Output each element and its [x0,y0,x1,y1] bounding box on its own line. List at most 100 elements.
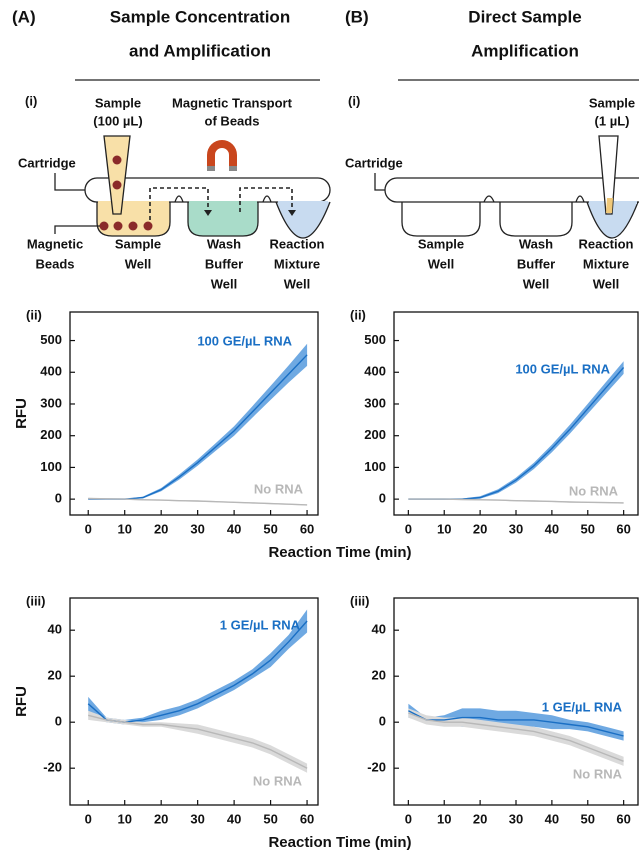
panel-title: Sample Concentration [110,7,290,26]
panel-title: Direct Sample [468,7,581,26]
y-tick-label: 100 [364,459,386,474]
series-label: 100 GE/µL RNA [197,333,292,348]
series-line [408,712,624,762]
panel-title: and Amplification [129,41,271,60]
x-tick-label: 30 [190,811,204,826]
leader [54,173,86,191]
bead [128,221,138,231]
panel-label: (B) [345,7,369,26]
well [586,201,639,239]
well [499,202,573,237]
label: Well [211,276,238,291]
x-tick-label: 10 [437,811,451,826]
plot-frame [393,311,639,516]
transport-path [149,187,293,220]
label: (100 µL) [93,113,142,128]
magnet-pole [229,166,237,171]
cartridge [384,177,639,203]
bead [99,221,109,231]
x-tick-label: 20 [473,811,487,826]
well [187,202,259,237]
x-axis-label: Reaction Time (min) [268,834,411,850]
y-tick-label: 40 [48,622,62,637]
label: Well [523,276,550,291]
bump [174,195,272,203]
diagram-b: (i) Sample (1 µL) Cartridge Sample Well … [345,93,639,291]
panel-label: (A) [12,7,36,26]
label: Magnetic [27,236,83,251]
label: Mixture [274,256,320,271]
label: Buffer [205,256,243,271]
y-tick-label: 300 [364,395,386,410]
y-tick-label: 200 [40,427,62,442]
uncertainty-band [88,343,308,500]
panel-label: (iii) [26,593,46,608]
y-tick-label: -20 [43,760,62,775]
plot-frame [69,597,319,806]
leader [54,225,100,234]
label: Reaction [579,236,634,251]
bead [113,221,123,231]
x-tick-label: 60 [300,811,314,826]
well-top [98,201,169,204]
uncertainty-band [408,361,624,500]
x-tick-label: 10 [117,811,131,826]
x-tick-label: 0 [85,811,92,826]
label: Sample [95,95,141,110]
x-tick-label: 40 [545,521,559,536]
x-axis-label: Reaction Time (min) [268,544,411,561]
bead [112,155,122,165]
label: Mixture [583,256,629,271]
well-top [278,201,328,204]
label: Well [125,256,152,271]
label: Well [284,276,311,291]
panel-label: (i) [25,93,37,108]
label: Magnetic Transport [172,95,293,110]
y-axis-label: RFU [13,398,30,429]
series-label: 100 GE/µL RNA [515,361,610,376]
magnet-pole [207,166,215,171]
x-tick-label: 30 [509,811,523,826]
uncertainty-band [88,710,308,773]
x-tick-label: 60 [300,521,314,536]
y-tick-label: 100 [40,459,62,474]
series-label: No RNA [569,483,619,498]
x-tick-label: 10 [437,521,451,536]
label: Sample [115,236,161,251]
x-tick-label: 20 [154,521,168,536]
leader [374,173,386,191]
x-tick-label: 20 [154,811,168,826]
x-tick-label: 50 [263,811,277,826]
label: Sample [589,95,635,110]
bead [112,180,122,190]
x-tick-label: 0 [405,521,412,536]
x-tick-label: 60 [616,521,630,536]
bump [483,195,585,203]
pipette [103,135,131,215]
series-label: 1 GE/µL RNA [542,699,623,714]
label: Wash [207,236,241,251]
label: Cartridge [18,155,76,170]
series-line [88,497,308,506]
x-tick-label: 50 [263,521,277,536]
series-label: 1 GE/µL RNA [220,617,301,632]
series-line [408,367,625,500]
y-tick-label: 400 [364,364,386,379]
panel-label: (ii) [350,307,366,322]
uncertainty-band [88,609,308,725]
y-tick-label: -20 [367,760,386,775]
x-tick-label: 50 [581,521,595,536]
label: of Beads [205,113,260,128]
x-tick-label: 20 [473,521,487,536]
label: Beads [35,256,74,271]
x-tick-label: 30 [509,521,523,536]
label: Reaction [270,236,325,251]
x-tick-label: 40 [227,521,241,536]
label: Sample [418,236,464,251]
label: (1 µL) [595,113,630,128]
well [401,202,481,237]
series-line [408,498,624,504]
x-tick-label: 30 [190,521,204,536]
y-tick-label: 300 [40,395,62,410]
